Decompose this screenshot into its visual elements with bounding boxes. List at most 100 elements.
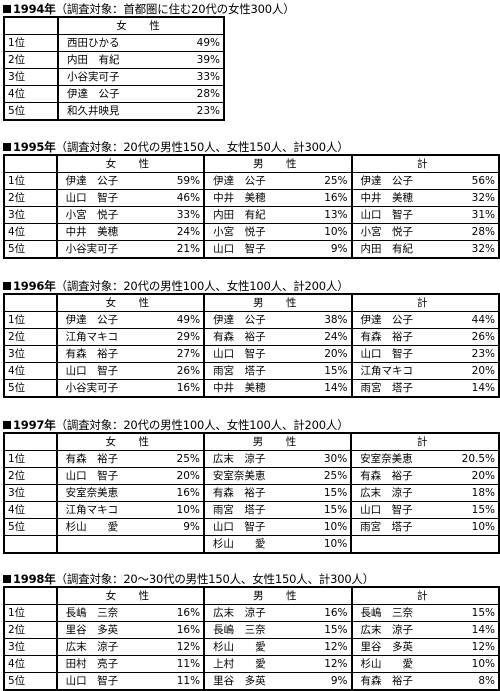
percent-cell: 56%	[438, 172, 500, 190]
percent-cell: 30%	[290, 450, 352, 468]
percent-cell: 20.5%	[438, 450, 500, 468]
name-cell: 雨宮 塔子	[350, 518, 439, 536]
table-row: 3位 小宮 悦子 33% 内田 有紀 13% 山口 智子 31%	[3, 206, 500, 224]
name-cell: 雨宮 塔子	[350, 379, 439, 398]
ranking-section: 1997年（調査対象：20代の男性100人、女性100人、計200人）女 性男 …	[3, 418, 500, 554]
section-year: 1994年	[13, 2, 56, 16]
rank-cell: 3位	[3, 206, 58, 224]
percent-cell: 25%	[290, 467, 352, 485]
percent-cell: 32%	[438, 240, 500, 259]
name-cell: 里谷 多英	[55, 621, 144, 639]
header-rank-cell	[3, 293, 58, 312]
table-row: 4位 中井 美穂 24% 小宮 悦子 10% 小宮 悦子 28%	[3, 223, 500, 241]
percent-cell: 10%	[291, 223, 353, 241]
name-cell	[350, 535, 439, 554]
rank-cell: 4位	[3, 85, 59, 103]
name-cell: 山口 智子	[203, 240, 291, 259]
table-row: 3位 小谷実可子 33%	[3, 68, 225, 86]
name-cell: 有森 裕子	[350, 467, 439, 485]
ranking-table: 女 性男 性計 1位 有森 裕子 25% 広末 涼子 30% 安室奈美恵 20.5% 2位 山口 …	[3, 432, 500, 554]
name-cell: 江角マキコ	[350, 362, 439, 380]
table-row: 4位 伊達 公子 28%	[3, 85, 225, 103]
name-cell: 安室奈美恵	[202, 467, 291, 485]
section-title: 1995年（調査対象：20代の男性150人、女性150人、計300人）	[3, 140, 500, 154]
percent-cell: 28%	[164, 85, 225, 103]
ranking-table: 女 性男 性計 1位 伊達 公子 49% 伊達 公子 38% 伊達 公子 44% 2位 江角マキコ…	[3, 293, 500, 398]
percent-cell: 59%	[143, 172, 205, 190]
percent-cell: 20%	[291, 345, 353, 363]
percent-cell	[143, 535, 205, 554]
table-row: 3位 広末 涼子 12% 杉山 愛 12% 里谷 多英 12%	[3, 638, 500, 656]
percent-cell: 15%	[291, 621, 353, 639]
name-cell: 山口 智子	[202, 518, 291, 536]
name-cell: 山口 智子	[203, 345, 291, 363]
rank-cell: 2位	[3, 328, 58, 346]
name-cell: 山口 智子	[55, 362, 144, 380]
percent-cell: 14%	[291, 379, 353, 398]
table-row: 5位 小谷実可子 21% 山口 智子 9% 内田 有紀 32%	[3, 240, 500, 259]
percent-cell	[438, 535, 500, 554]
name-cell: 小谷実可子	[55, 379, 144, 398]
rank-cell: 3位	[3, 638, 58, 656]
name-cell: 中井 美穂	[350, 189, 439, 207]
name-cell: 小谷実可子	[55, 240, 144, 259]
name-cell: 広末 涼子	[350, 621, 439, 639]
rank-cell: 2位	[3, 189, 58, 207]
name-cell: 長嶋 三奈	[350, 604, 439, 622]
rank-cell: 5位	[3, 379, 58, 398]
percent-cell: 15%	[438, 604, 500, 622]
name-cell: 杉山 愛	[202, 535, 291, 554]
table-row: 1位 西田ひかる 49%	[3, 34, 225, 52]
percent-cell: 20%	[438, 467, 500, 485]
table-row: 杉山 愛 10%	[3, 535, 500, 554]
percent-cell: 16%	[291, 189, 353, 207]
ranking-table: 女 性 1位 西田ひかる 49% 2位 内田 有紀 39% 3位 小谷実可子 33% 4位 伊達 公子…	[3, 16, 225, 121]
name-cell: 山口 智子	[350, 501, 439, 519]
table-row: 1位 伊達 公子 59% 伊達 公子 25% 伊達 公子 56%	[3, 172, 500, 190]
percent-cell: 10%	[290, 535, 352, 554]
name-cell: 伊達 公子	[55, 311, 144, 329]
name-cell: 小谷実可子	[57, 68, 164, 86]
section-title: 1994年（調査対象：首都圏に住む20代の女性300人）	[3, 2, 295, 16]
section-year: 1995年	[13, 140, 56, 154]
section-title: 1996年（調査対象：20代の男性100人、女性100人、計200人）	[3, 279, 500, 293]
percent-cell: 23%	[438, 345, 500, 363]
name-cell: 長嶋 三奈	[55, 604, 144, 622]
percent-cell: 18%	[438, 484, 500, 502]
square-bullet-icon	[3, 575, 11, 583]
ranking-table: 女 性男 性計 1位 長嶋 三奈 16% 広末 涼子 16% 長嶋 三奈 15% 2位 里谷 多英…	[3, 586, 500, 691]
column-group-header: 女 性	[57, 16, 225, 35]
ranking-section: 1998年（調査対象：20～30代の男性150人、女性150人、計300人）女 …	[3, 572, 500, 691]
header-rank-cell	[3, 432, 58, 451]
percent-cell: 10%	[438, 655, 500, 673]
name-cell: 小宮 悦子	[55, 206, 144, 224]
percent-cell: 29%	[143, 328, 205, 346]
percent-cell: 24%	[291, 328, 353, 346]
column-group-header: 男 性	[202, 432, 352, 451]
name-cell: 広末 涼子	[55, 638, 144, 656]
rank-cell: 2位	[3, 51, 59, 69]
percent-cell: 28%	[438, 223, 500, 241]
percent-cell: 33%	[143, 206, 205, 224]
name-cell: 小宮 悦子	[350, 223, 439, 241]
percent-cell: 10%	[290, 518, 352, 536]
name-cell: 長嶋 三奈	[203, 621, 291, 639]
square-bullet-icon	[3, 421, 11, 429]
name-cell: 伊達 公子	[203, 311, 291, 329]
name-cell: 杉山 愛	[350, 655, 439, 673]
percent-cell: 46%	[143, 189, 205, 207]
name-cell: 内田 有紀	[203, 206, 291, 224]
table-row: 1位 有森 裕子 25% 広末 涼子 30% 安室奈美恵 20.5%	[3, 450, 500, 468]
percent-cell: 11%	[143, 672, 205, 691]
percent-cell: 49%	[143, 311, 205, 329]
name-cell	[55, 535, 144, 554]
square-bullet-icon	[3, 282, 11, 290]
header-rank-cell	[3, 154, 58, 173]
table-row: 4位 山口 智子 26% 雨宮 塔子 15% 江角マキコ 20%	[3, 362, 500, 380]
name-cell: 内田 有紀	[350, 240, 439, 259]
rank-cell: 1位	[3, 311, 58, 329]
rank-cell: 4位	[3, 501, 58, 519]
name-cell: 里谷 多英	[350, 638, 439, 656]
table-row: 2位 江角マキコ 29% 有森 裕子 24% 有森 裕子 26%	[3, 328, 500, 346]
name-cell: 安室奈美恵	[55, 484, 144, 502]
